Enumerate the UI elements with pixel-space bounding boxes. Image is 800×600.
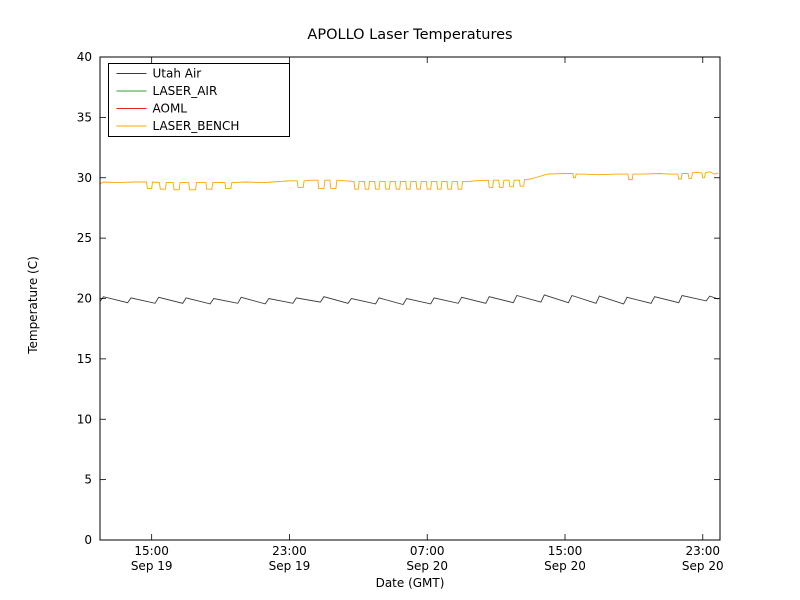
y-tick-label: 25 [77,231,92,245]
x-tick-time-label: 23:00 [685,544,720,558]
x-tick-date-label: Sep 20 [406,559,448,573]
series-line-laser-bench [99,171,719,191]
y-tick-label: 20 [77,292,92,306]
x-tick-date-label: Sep 19 [269,559,311,573]
y-tick-label: 0 [84,533,92,547]
legend-box [108,63,290,137]
x-tick-time-label: 15:00 [548,544,583,558]
x-axis-label: Date (GMT) [375,576,445,590]
series-line-utah-air [99,294,719,306]
legend-label: AOML [153,102,188,116]
chart-title: APOLLO Laser Temperatures [307,27,513,43]
x-tick-date-label: Sep 20 [544,559,586,573]
y-tick-label: 30 [77,171,92,185]
legend-label: LASER_AIR [153,84,218,98]
y-tick-label: 15 [77,352,92,366]
y-tick-label: 10 [77,412,92,426]
x-tick-date-label: Sep 19 [131,559,173,573]
y-tick-label: 35 [77,110,92,124]
x-tick-time-label: 07:00 [410,544,445,558]
y-tick-label: 5 [84,473,92,487]
legend-label: Utah Air [153,67,202,81]
x-tick-time-label: 23:00 [272,544,307,558]
legend-label: LASER_BENCH [153,119,240,133]
x-tick-time-label: 15:00 [134,544,169,558]
x-tick-date-label: Sep 20 [682,559,724,573]
y-tick-label: 40 [77,50,92,64]
